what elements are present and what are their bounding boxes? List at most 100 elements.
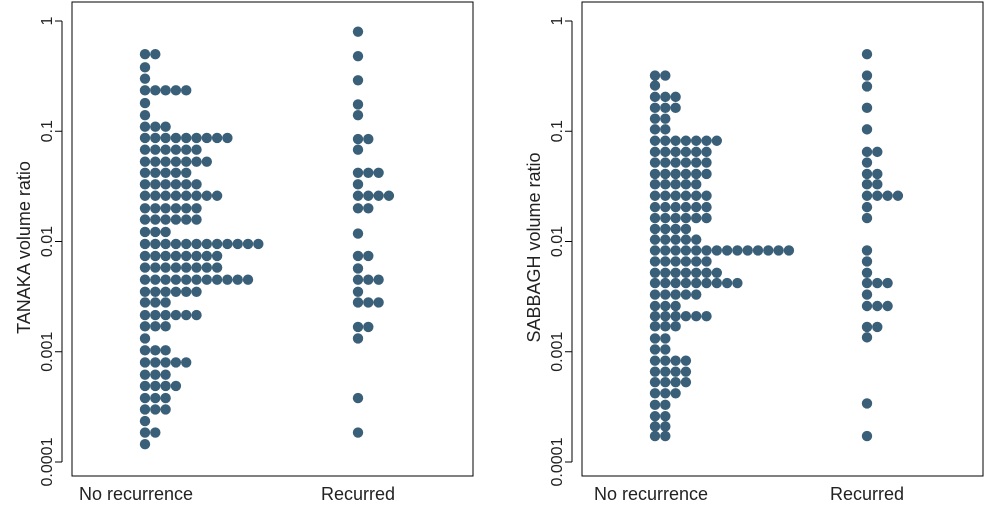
data-point	[649, 376, 661, 388]
category-label: Recurred	[830, 484, 904, 504]
data-point	[680, 190, 692, 201]
data-point	[181, 214, 192, 225]
y-tick-label: 0.001	[549, 332, 566, 372]
data-point	[649, 344, 661, 355]
data-point	[150, 85, 161, 96]
data-point	[660, 70, 671, 81]
data-point	[680, 355, 692, 366]
series-1	[139, 48, 264, 450]
data-point	[150, 345, 161, 356]
data-point	[232, 238, 243, 250]
data-point	[160, 121, 171, 132]
data-point	[861, 300, 873, 312]
data-point	[872, 168, 883, 180]
data-point	[181, 250, 192, 262]
data-point	[670, 388, 681, 399]
data-point	[660, 421, 671, 432]
data-point	[160, 179, 171, 190]
data-point	[892, 190, 904, 201]
data-point	[139, 121, 151, 132]
data-point	[691, 135, 702, 146]
data-point	[232, 274, 243, 285]
data-point	[649, 146, 661, 158]
data-point	[139, 190, 151, 201]
data-point	[732, 277, 743, 289]
data-point	[680, 289, 692, 300]
data-point	[201, 238, 212, 250]
data-point	[211, 238, 223, 250]
data-point	[170, 179, 182, 190]
data-point	[660, 212, 671, 224]
data-point	[649, 168, 661, 180]
category-label: No recurrence	[594, 484, 708, 504]
data-point	[670, 366, 681, 377]
data-point	[363, 250, 374, 262]
data-point	[181, 309, 192, 321]
data-point	[649, 179, 661, 190]
data-point	[691, 311, 702, 322]
data-point	[649, 70, 661, 81]
data-point	[861, 267, 873, 279]
data-point	[352, 75, 364, 86]
data-point	[211, 250, 223, 262]
data-point	[150, 427, 161, 438]
data-point	[872, 300, 883, 312]
data-point	[861, 124, 873, 135]
data-point	[752, 245, 764, 256]
data-point	[201, 250, 212, 262]
data-point	[773, 245, 784, 256]
data-point	[150, 144, 161, 155]
data-point	[201, 132, 212, 144]
data-point	[352, 133, 364, 145]
data-point	[170, 357, 182, 368]
data-point	[160, 262, 171, 273]
data-point	[861, 179, 873, 190]
data-point	[680, 223, 692, 235]
data-point	[711, 245, 722, 256]
data-point	[150, 203, 161, 214]
data-point	[160, 250, 171, 262]
data-point	[861, 168, 873, 180]
data-point	[701, 277, 712, 289]
data-point	[742, 245, 753, 256]
data-point	[649, 91, 661, 103]
data-point	[150, 380, 161, 392]
data-point	[150, 190, 161, 201]
y-tick-label: 0.001	[39, 332, 56, 372]
data-point	[139, 73, 151, 84]
data-point	[160, 203, 171, 214]
data-point	[660, 91, 671, 103]
data-point	[191, 144, 202, 155]
data-point	[670, 311, 681, 322]
data-point	[170, 238, 182, 250]
data-point	[660, 277, 671, 289]
data-point	[139, 132, 151, 144]
data-point	[649, 300, 661, 312]
data-point	[373, 297, 384, 308]
data-point	[701, 311, 712, 322]
category-label: Recurred	[321, 484, 395, 504]
data-point	[649, 102, 661, 114]
data-point	[160, 144, 171, 155]
data-point	[649, 399, 661, 411]
data-point	[861, 321, 873, 333]
data-point	[861, 245, 873, 256]
data-point	[660, 201, 671, 213]
data-point	[861, 190, 873, 201]
data-point	[170, 274, 182, 285]
data-point	[660, 355, 671, 366]
data-point	[649, 124, 661, 135]
data-point	[191, 262, 202, 273]
data-point	[160, 345, 171, 356]
data-point	[139, 297, 151, 308]
data-point	[352, 144, 364, 155]
plot-frame	[581, 1, 984, 477]
data-point	[139, 214, 151, 225]
data-point	[139, 238, 151, 250]
y-tick-label: 1	[549, 16, 566, 25]
data-point	[160, 238, 171, 250]
data-point	[139, 415, 151, 427]
data-point	[363, 133, 374, 145]
data-point	[160, 214, 171, 225]
data-point	[680, 267, 692, 279]
